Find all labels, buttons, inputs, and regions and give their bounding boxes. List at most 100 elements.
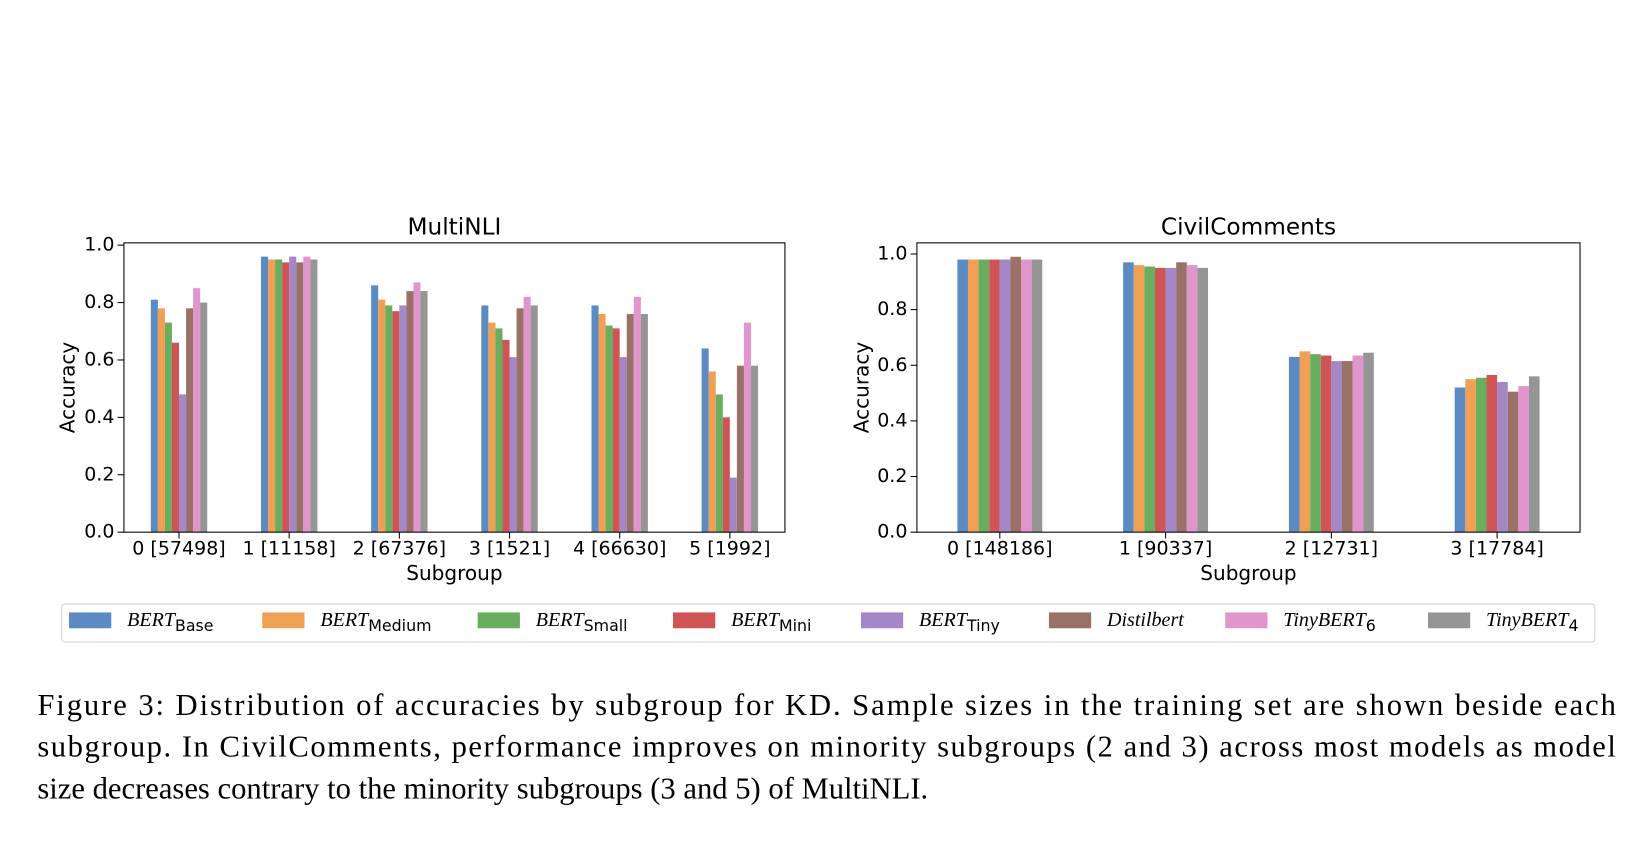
bar (633, 296, 641, 533)
bar (502, 339, 510, 533)
y-tick-label: 0.0 (84, 521, 114, 543)
bar (260, 256, 269, 533)
bar (495, 328, 503, 533)
legend-swatch (477, 612, 520, 629)
legend-label: TinyBERT4 (1486, 608, 1579, 634)
bar (626, 314, 634, 533)
bar (1021, 259, 1032, 533)
legend-label: BERTMini (731, 608, 811, 634)
bar (967, 259, 979, 533)
plot-frame (123, 242, 786, 533)
legend-swatch (69, 612, 112, 629)
x-tick-label: 4 [66630] (573, 538, 666, 560)
bar (1144, 266, 1155, 533)
bar (164, 322, 172, 533)
bar (296, 262, 304, 533)
bar (1352, 355, 1364, 533)
legend-swatch (262, 612, 305, 629)
bar (999, 259, 1011, 533)
bar (1518, 386, 1529, 533)
bar (530, 305, 538, 533)
x-tick-label: 1 [11158] (242, 538, 335, 560)
y-tick-label: 0.6 (84, 348, 114, 370)
legend-swatch (1427, 612, 1471, 629)
bar (275, 259, 283, 533)
bar (598, 314, 606, 533)
bar (1528, 376, 1540, 533)
bar (1197, 267, 1209, 533)
bar (1299, 351, 1311, 533)
legend-label: BERTBase (127, 608, 213, 634)
bar (1331, 361, 1342, 533)
legend-subscript: Medium (368, 616, 431, 635)
legend-label: BERTMedium (320, 608, 431, 634)
bar (289, 256, 297, 533)
bar (200, 302, 208, 533)
bar (743, 322, 752, 533)
bar (708, 371, 716, 533)
legend-label: Distilbert (1106, 608, 1184, 630)
bar (715, 394, 723, 533)
y-tick-label: 0.2 (877, 465, 907, 487)
bar (1486, 374, 1498, 533)
bar (1363, 352, 1374, 533)
bar (392, 311, 400, 533)
bar (1497, 381, 1508, 533)
legend-subscript: 4 (1568, 616, 1578, 635)
y-tick-label: 0.2 (84, 463, 114, 485)
bar (186, 308, 194, 533)
legend-name: BERT (919, 608, 969, 630)
legend-subscript: Base (175, 616, 214, 635)
bar (591, 305, 599, 533)
caption-line: Figure 3: Distribution of accuracies by … (37, 688, 1616, 722)
bar (978, 259, 990, 533)
bar (736, 365, 744, 533)
bar (1465, 379, 1476, 533)
bar (1341, 361, 1353, 533)
bar (150, 299, 158, 533)
bar (406, 291, 414, 533)
bar (612, 328, 620, 533)
legend-swatch (1048, 612, 1092, 629)
bar (1123, 262, 1134, 533)
bar (729, 477, 737, 533)
bar (1320, 355, 1332, 533)
bar (282, 262, 290, 533)
bar (751, 365, 759, 533)
bar (371, 285, 379, 533)
x-tick-label: 5 [1992] (689, 538, 770, 560)
y-tick-label: 0.0 (877, 521, 907, 543)
bar (509, 357, 517, 533)
bar (722, 417, 730, 533)
legend-name: BERT (127, 608, 177, 630)
y-axis-label: Accuracy (850, 342, 874, 434)
bar (516, 308, 524, 533)
x-tick-label: 3 [17784] (1450, 538, 1543, 560)
bar (523, 296, 531, 533)
legend-subscript: Tiny (966, 616, 1000, 635)
x-tick-label: 2 [67376] (353, 538, 446, 560)
bar (1010, 256, 1022, 533)
bar (1310, 354, 1321, 533)
chart-title: CivilComments (1161, 214, 1336, 241)
bar (1507, 391, 1519, 533)
legend-name: TinyBERT (1486, 608, 1570, 630)
x-tick-label: 0 [57498] (132, 538, 225, 560)
plot-frame (916, 242, 1581, 533)
bar (1133, 265, 1145, 533)
bar (1031, 259, 1043, 533)
y-tick-label: 1.0 (877, 242, 907, 264)
bar (1176, 262, 1187, 533)
legend-swatch (1225, 612, 1268, 629)
legend-name: BERT (536, 608, 586, 630)
bar (157, 308, 165, 533)
legend-label: BERTSmall (536, 608, 628, 634)
y-tick-label: 0.4 (84, 406, 114, 428)
bar (171, 342, 180, 533)
bar (1186, 265, 1198, 533)
bar (268, 259, 276, 533)
y-axis-label: Accuracy (56, 342, 80, 434)
legend-box (61, 603, 1596, 643)
bar (193, 288, 201, 533)
